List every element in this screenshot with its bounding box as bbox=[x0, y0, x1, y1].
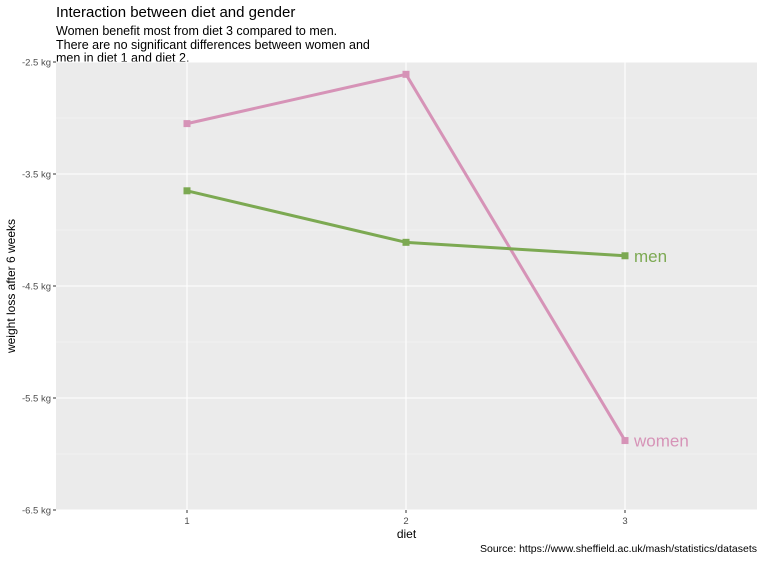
series bbox=[183, 70, 629, 445]
x-tick-label: 3 bbox=[622, 516, 627, 527]
data-point-men bbox=[402, 238, 410, 246]
y-tick-label: -2.5 kg bbox=[22, 58, 51, 69]
chart-title: Interaction between diet and gender bbox=[56, 4, 296, 21]
y-tick-label: -3.5 kg bbox=[22, 170, 51, 181]
series-labels: women men bbox=[633, 247, 689, 451]
data-point-men bbox=[183, 187, 191, 195]
subtitle-line: There are no significant differences bet… bbox=[56, 37, 370, 52]
series-label-women: women bbox=[633, 432, 689, 451]
x-axis-title: diet bbox=[397, 527, 417, 541]
y-tick-label: -5.5 kg bbox=[22, 394, 51, 405]
subtitle-line: men in diet 1 and diet 2. bbox=[56, 51, 190, 65]
y-axis-title: weight loss after 6 weeks bbox=[4, 219, 18, 354]
data-point-women bbox=[402, 70, 410, 78]
y-tick-label: -4.5 kg bbox=[22, 282, 51, 293]
series-label-men: men bbox=[634, 247, 667, 266]
y-tick-label: -6.5 kg bbox=[22, 506, 51, 517]
chart-subtitle: Women benefit most from diet 3 compared … bbox=[56, 24, 370, 66]
data-point-women bbox=[621, 437, 629, 445]
subtitle-line: Women benefit most from diet 3 compared … bbox=[56, 24, 338, 38]
axes: -2.5 kg -3.5 kg -4.5 kg -5.5 kg -6.5 kg 1 2 3 bbox=[22, 58, 628, 528]
x-tick-label: 1 bbox=[184, 516, 189, 527]
data-point-women bbox=[183, 120, 191, 128]
source-caption: Source: https://www.sheffield.ac.uk/mash… bbox=[479, 543, 757, 555]
x-tick-label: 2 bbox=[403, 516, 408, 527]
data-point-men bbox=[621, 252, 629, 260]
